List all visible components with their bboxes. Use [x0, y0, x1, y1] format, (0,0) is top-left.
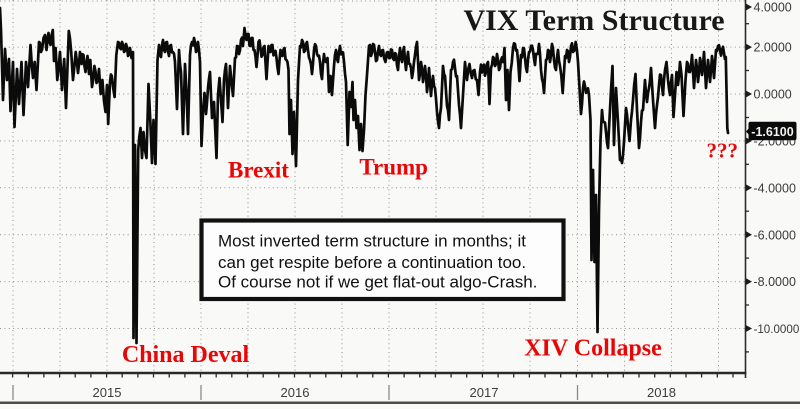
svg-text:China Deval: China Deval [122, 342, 250, 368]
svg-text:-1.6100: -1.6100 [751, 125, 793, 139]
svg-text:Trump: Trump [359, 155, 428, 180]
svg-text:2018: 2018 [647, 385, 676, 400]
svg-text:Most inverted term structure i: Most inverted term structure in months; … [218, 232, 526, 251]
svg-text:-4.0000: -4.0000 [754, 181, 796, 195]
svg-text:2015: 2015 [93, 385, 122, 400]
svg-text:4.0000: 4.0000 [754, 1, 792, 15]
svg-text:XIV Collapse: XIV Collapse [524, 336, 662, 362]
svg-text:0.0000: 0.0000 [754, 88, 792, 102]
svg-text:-6.0000: -6.0000 [754, 228, 796, 242]
svg-text:-8.0000: -8.0000 [754, 275, 796, 289]
svg-text:???: ??? [707, 139, 739, 163]
svg-text:2016: 2016 [281, 385, 310, 400]
svg-text:2017: 2017 [470, 385, 499, 400]
svg-text:Brexit: Brexit [228, 158, 289, 183]
svg-text:2.0000: 2.0000 [754, 41, 792, 55]
svg-text:can get respite before a conti: can get respite before a continuation to… [218, 253, 526, 272]
svg-text:Of course not if we get flat-o: Of course not if we get flat-out algo-Cr… [218, 273, 537, 292]
svg-text:-10.0000: -10.0000 [754, 323, 800, 336]
svg-text:VIX Term Structure: VIX Term Structure [463, 4, 724, 37]
